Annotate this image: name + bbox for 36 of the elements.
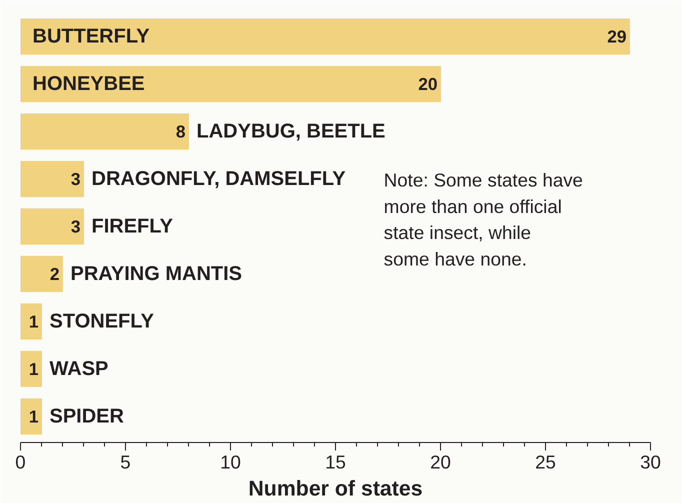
- annotation: Note: Some states have more than one official state insect, while some have none.: [384, 170, 583, 270]
- y-tick-label: WASP: [50, 358, 108, 380]
- y-tick-label: BUTTERFLY: [32, 26, 150, 48]
- y-tick-label: LADYBUG, BEETLE: [196, 120, 386, 143]
- x-tick-label: 0: [15, 452, 26, 472]
- bar: [20, 18, 630, 55]
- x-tick-label: 30: [640, 452, 661, 472]
- bar: [20, 398, 42, 434]
- data-label: 1: [28, 358, 39, 379]
- y-tick-label: DRAGONFLY, DAMSELFLY: [92, 168, 346, 190]
- bar: [20, 160, 84, 198]
- bar: [20, 113, 189, 150]
- bar: [20, 66, 441, 102]
- y-tick-label: SPIDER: [50, 405, 125, 428]
- bar: [20, 350, 42, 387]
- x-tick-label: 15: [325, 452, 346, 472]
- x-tick-label: 10: [220, 452, 241, 472]
- y-tick-label: PRAYING MANTIS: [70, 262, 242, 285]
- y-tick-label: FIREFLY: [92, 216, 174, 238]
- bar: [20, 256, 63, 292]
- bar: [20, 208, 84, 245]
- x-tick-label: 25: [535, 452, 556, 472]
- data-label: 29: [607, 26, 627, 47]
- x-tick-label: 20: [430, 452, 451, 472]
- data-label: 1: [28, 406, 39, 426]
- y-tick-label: STONEFLY: [50, 310, 155, 332]
- data-label: 3: [70, 216, 81, 236]
- data-label: 2: [50, 264, 60, 284]
- y-tick-label: HONEYBEE: [32, 73, 145, 96]
- bar: [20, 303, 42, 340]
- x-tick-label: 5: [120, 452, 131, 472]
- x-axis-title: Number of states: [248, 476, 423, 500]
- data-label: 1: [28, 311, 39, 332]
- data-label: 8: [176, 122, 186, 142]
- data-label: 3: [70, 169, 81, 190]
- data-label: 20: [418, 74, 438, 94]
